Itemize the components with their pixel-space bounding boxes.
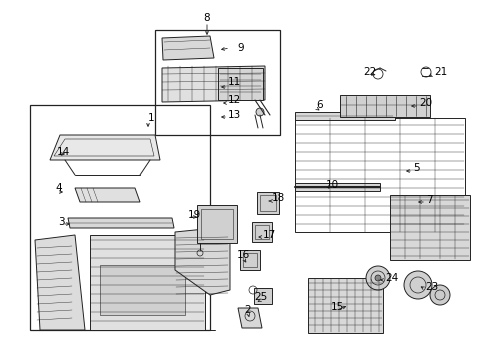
Text: 5: 5 xyxy=(412,163,419,173)
Text: 4: 4 xyxy=(55,183,61,193)
Text: 24: 24 xyxy=(384,273,397,283)
Bar xyxy=(243,253,257,267)
Bar xyxy=(257,192,279,214)
Text: 3: 3 xyxy=(58,217,64,227)
Text: 23: 23 xyxy=(424,282,437,292)
Text: 14: 14 xyxy=(57,147,70,157)
Bar xyxy=(339,95,429,117)
Circle shape xyxy=(374,275,380,281)
Bar xyxy=(260,195,275,211)
Text: 21: 21 xyxy=(433,67,447,77)
Bar xyxy=(294,183,379,191)
Text: 22: 22 xyxy=(362,67,375,77)
Bar xyxy=(30,105,209,330)
Text: 16: 16 xyxy=(236,250,249,260)
Text: 15: 15 xyxy=(330,302,343,312)
Bar xyxy=(294,118,464,232)
Polygon shape xyxy=(238,308,262,328)
Polygon shape xyxy=(162,36,214,60)
Polygon shape xyxy=(175,228,229,295)
Text: 10: 10 xyxy=(325,180,339,190)
Polygon shape xyxy=(75,188,140,202)
Bar xyxy=(294,112,394,120)
Text: 20: 20 xyxy=(418,98,431,108)
Text: 2: 2 xyxy=(244,305,251,315)
Text: 13: 13 xyxy=(227,110,241,120)
Bar xyxy=(251,222,271,242)
Bar xyxy=(90,235,204,330)
Bar xyxy=(155,30,280,135)
Text: 7: 7 xyxy=(425,195,432,205)
Circle shape xyxy=(429,285,449,305)
Bar xyxy=(240,250,260,270)
Bar xyxy=(218,68,263,100)
Circle shape xyxy=(365,266,389,290)
Bar xyxy=(201,209,232,239)
Text: 9: 9 xyxy=(237,43,243,53)
Polygon shape xyxy=(35,235,85,330)
Text: 1: 1 xyxy=(148,113,154,123)
Polygon shape xyxy=(50,135,160,160)
Bar xyxy=(254,225,268,239)
Bar xyxy=(307,278,382,333)
Text: 18: 18 xyxy=(271,193,285,203)
Circle shape xyxy=(403,271,431,299)
Text: 19: 19 xyxy=(187,210,201,220)
Bar xyxy=(253,288,271,304)
Bar xyxy=(389,195,469,260)
Bar xyxy=(197,205,237,243)
Text: 25: 25 xyxy=(254,292,267,302)
Text: 12: 12 xyxy=(227,95,241,105)
Circle shape xyxy=(256,108,264,116)
Polygon shape xyxy=(68,218,174,228)
Bar xyxy=(100,265,184,315)
Text: 8: 8 xyxy=(203,13,210,23)
Text: 6: 6 xyxy=(315,100,322,110)
Polygon shape xyxy=(162,66,264,102)
Text: 17: 17 xyxy=(263,230,276,240)
Text: 11: 11 xyxy=(227,77,241,87)
